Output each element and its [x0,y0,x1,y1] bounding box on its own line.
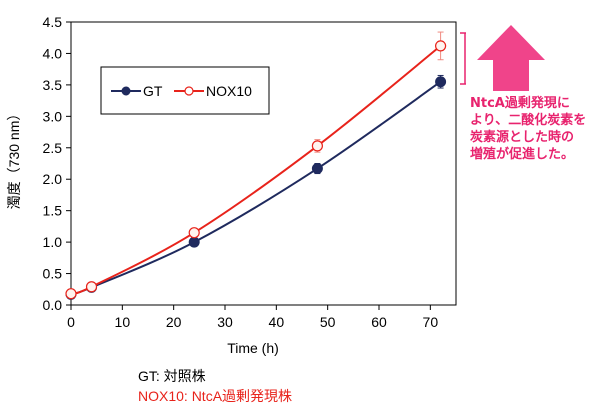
y-axis-title-group: 濁度（730 nm） [6,107,22,210]
x-tick-label: 0 [67,314,75,330]
caption-gt: GT: 対照株 [138,368,206,384]
y-ticks: 0.0 0.5 1.0 1.5 2.0 2.5 3.0 3.5 4.0 4.5 [43,14,71,313]
y-tick-label: 0.5 [43,266,63,282]
y-tick-label: 2.0 [43,171,63,187]
data-point-nox10 [311,140,323,152]
x-tick-label: 60 [371,314,387,330]
y-tick-label: 4.0 [43,45,63,61]
y-tick-label: 2.5 [43,140,63,156]
data-point-gt [188,236,200,248]
plot-frame [70,21,457,306]
caption-nox: NOX10: NtcA過剰発現株 [138,388,293,404]
x-tick-label: 40 [269,314,285,330]
x-ticks: 0 10 20 30 40 50 60 70 [67,305,438,330]
y-tick-label: 1.0 [43,234,63,250]
y-axis-title: 濁度（730 nm） [6,107,22,210]
annotation-text: NtcA過剰発現に より、二酸化炭素を 炭素源とした時の 増殖が促進した。 [470,95,598,163]
series-layer [65,31,447,300]
data-point-nox10 [435,40,447,52]
y-tick-label: 3.0 [43,108,63,124]
annotation-line: NtcA過剰発現に [470,96,570,111]
annotation-line: 増殖が促進した。 [470,147,575,162]
data-point-gt [435,76,447,88]
legend-gt-label: GT [143,83,163,99]
x-tick-label: 10 [115,314,131,330]
x-tick-label: 30 [217,314,233,330]
y-tick-label: 0.0 [43,297,63,313]
up-arrow-icon [477,25,545,91]
x-tick-label: 70 [423,314,439,330]
y-tick-label: 4.5 [43,14,63,30]
y-tick-label: 1.5 [43,203,63,219]
data-point-nox10 [85,281,98,293]
y-tick-label: 3.5 [43,77,63,93]
annotation-line: 炭素源とした時の [470,130,575,145]
legend-nox-marker [184,86,194,96]
annotation-line: より、二酸化炭素を [470,113,587,128]
x-tick-label: 20 [166,314,182,330]
x-axis-title: Time (h) [227,340,279,356]
legend-gt-marker [121,86,131,96]
annotation-bracket [460,32,466,85]
data-point-nox10 [65,288,77,300]
x-tick-label: 50 [320,314,336,330]
legend: GT NOX10 [100,66,270,115]
legend-nox-label: NOX10 [206,83,252,99]
data-point-gt [311,163,323,175]
data-point-nox10 [188,227,200,239]
